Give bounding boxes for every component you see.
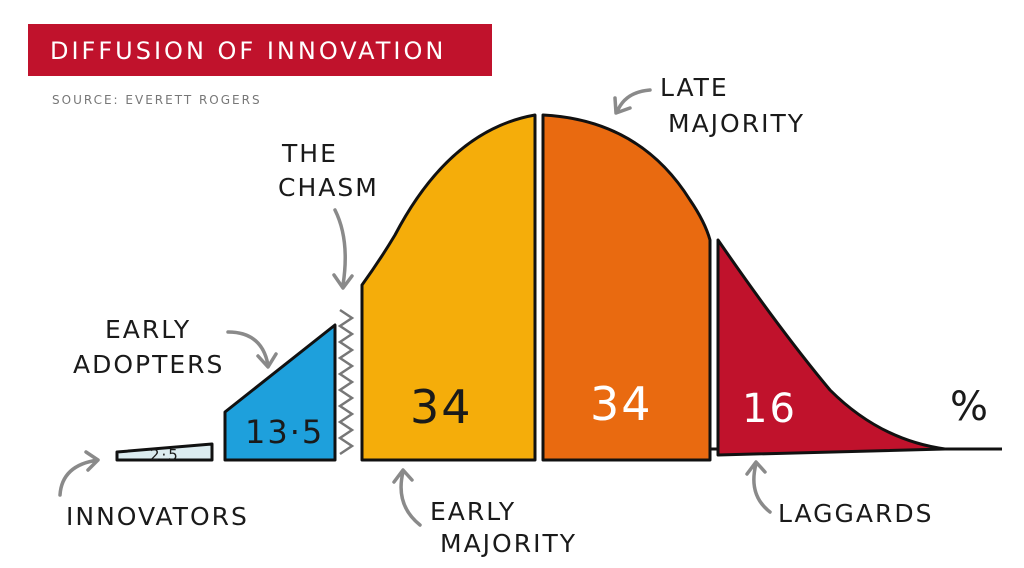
- chasm-label: THE CHASM: [278, 139, 379, 202]
- label-line: CHASM: [278, 173, 379, 202]
- segment-value: 2·5: [150, 446, 180, 464]
- early-majority-segment: [360, 113, 537, 462]
- laggards-segment: [716, 238, 947, 457]
- segment-value: 34: [410, 380, 473, 434]
- segment-label: LATE MAJORITY: [660, 73, 805, 138]
- segment-value: 16: [742, 386, 797, 432]
- segment-label: LAGGARDS: [778, 499, 934, 528]
- arrow: [392, 468, 422, 527]
- segment-value: 13·5: [245, 413, 324, 451]
- label-line: INNOVATORS: [66, 502, 249, 531]
- late-majority-segment: [541, 113, 712, 462]
- label-line: LATE: [660, 73, 729, 102]
- innovators-segment: [115, 442, 214, 462]
- arrow: [58, 450, 100, 497]
- label-line: EARLY: [430, 497, 516, 526]
- arrow: [226, 330, 278, 369]
- label-line: MAJORITY: [440, 529, 577, 558]
- label-line: LAGGARDS: [778, 499, 934, 528]
- title-banner: [28, 24, 492, 76]
- segment-label: INNOVATORS: [66, 502, 249, 531]
- label-line: THE: [281, 139, 338, 168]
- segment-value: 34: [590, 377, 653, 431]
- arrow: [613, 88, 652, 115]
- early-adopters-segment: [223, 323, 337, 462]
- unit: %: [950, 384, 990, 430]
- arrow: [745, 460, 772, 514]
- label-line: EARLY: [105, 315, 191, 344]
- label-line: MAJORITY: [668, 109, 805, 138]
- source: SOURCE: EVERETT ROGERS: [52, 93, 262, 107]
- chasm-zigzag: [337, 308, 355, 456]
- arrow: [332, 208, 354, 290]
- segment-label: EARLY MAJORITY: [430, 497, 577, 558]
- segment-label: EARLY ADOPTERS: [73, 315, 224, 379]
- title: DIFFUSION OF INNOVATION: [50, 37, 446, 65]
- label-line: ADOPTERS: [73, 350, 224, 379]
